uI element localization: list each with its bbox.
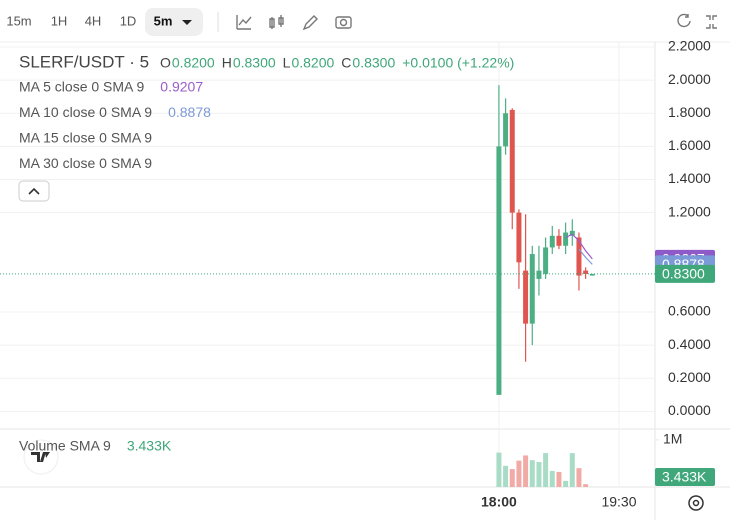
ohlc-key: L xyxy=(283,55,291,71)
candle-body xyxy=(496,146,502,395)
settings-icon[interactable] xyxy=(688,495,704,511)
price-tag xyxy=(655,264,715,283)
collapse-icon[interactable] xyxy=(28,187,40,195)
y-tick-label: 2.0000 xyxy=(668,71,711,87)
selected-interval[interactable]: 5m xyxy=(154,13,173,28)
toolbar-icons[interactable] xyxy=(236,13,717,31)
settings-icon-core[interactable] xyxy=(692,499,700,507)
candle-body xyxy=(549,235,555,248)
dropdown-arrow[interactable] xyxy=(182,20,192,25)
collapse-button[interactable] xyxy=(18,180,50,202)
volume-tick-label: 1M xyxy=(663,431,682,447)
volume-bar xyxy=(563,480,569,487)
ma-legend-name: MA 10 close 0 SMA 9 xyxy=(19,104,152,120)
candle-body xyxy=(589,273,595,276)
volume-bar xyxy=(583,484,589,487)
volume-bar xyxy=(569,453,575,487)
candle-body xyxy=(503,113,509,147)
selected-interval-bg[interactable] xyxy=(145,8,203,36)
y-tick-label: 1.2000 xyxy=(668,203,711,219)
volume-bar xyxy=(543,453,549,487)
volume-bar xyxy=(503,465,509,487)
volume-bar xyxy=(576,468,582,487)
ma-legend-value: 0.8878 xyxy=(168,104,211,120)
y-tick-label: 0.6000 xyxy=(668,303,711,319)
y-tick-label: 0.0000 xyxy=(668,402,711,418)
candle-body xyxy=(509,109,515,213)
price-tag-label: 0.8300 xyxy=(662,266,705,282)
price-change: +0.0100 (+1.22%) xyxy=(402,55,514,71)
volume-bar xyxy=(529,460,535,487)
volume-bar xyxy=(509,469,515,487)
y-tick-label: 2.2000 xyxy=(668,38,711,54)
interval-button[interactable]: 1H xyxy=(51,13,68,28)
ohlc-key: H xyxy=(222,55,232,71)
ohlc-value: 0.8200 xyxy=(291,55,334,71)
candle-body xyxy=(576,237,582,276)
y-tick-label: 1.6000 xyxy=(668,137,711,153)
volume-bar xyxy=(516,460,522,487)
candle-body xyxy=(543,247,549,274)
ohlc-key: C xyxy=(341,55,351,71)
ohlc-key: O xyxy=(160,55,171,71)
ma-line xyxy=(565,233,593,260)
y-tick-label: 1.8000 xyxy=(668,104,711,120)
volume-bar xyxy=(549,470,555,487)
volume-bar xyxy=(496,452,502,487)
candle-body xyxy=(569,230,575,236)
ohlc-value: 0.8300 xyxy=(352,55,395,71)
symbol-title: SLERF/USDT · 5 xyxy=(19,52,149,71)
ma-legend-name: MA 15 close 0 SMA 9 xyxy=(19,130,152,146)
candle-body xyxy=(536,270,542,279)
ohlc-value: 0.8300 xyxy=(233,55,276,71)
interval-button[interactable]: 15m xyxy=(6,13,31,28)
logo-badge[interactable] xyxy=(23,439,59,475)
candle-body xyxy=(556,235,562,246)
interval-button[interactable]: 4H xyxy=(85,13,102,28)
logo[interactable] xyxy=(31,452,50,462)
y-tick-label: 0.4000 xyxy=(668,336,711,352)
y-tick-label: 0.2000 xyxy=(668,369,711,385)
plot xyxy=(0,85,655,487)
volume-tag-label: 3.433K xyxy=(662,469,707,485)
x-tick-label: 18:00 xyxy=(481,494,517,510)
volume-bar xyxy=(523,455,529,487)
candle-body xyxy=(563,232,569,246)
ma-legend-name: MA 30 close 0 SMA 9 xyxy=(19,155,152,171)
volume-bar xyxy=(556,471,562,487)
interval-button[interactable]: 1D xyxy=(120,13,137,28)
candle-body xyxy=(583,270,589,274)
y-tick-label: 1.4000 xyxy=(668,170,711,186)
candle-body xyxy=(529,254,535,324)
volume-legend-value: 3.433K xyxy=(127,438,172,454)
ma-line xyxy=(578,248,593,265)
x-tick-label: 19:30 xyxy=(601,494,636,510)
candle-body xyxy=(523,270,529,324)
ohlc-value: 0.8200 xyxy=(172,55,215,71)
candle-body xyxy=(516,212,522,263)
volume-bar xyxy=(536,462,542,487)
ma-legend-name: MA 5 close 0 SMA 9 xyxy=(19,79,144,95)
volume-legend-title: Volume SMA 9 xyxy=(19,438,111,454)
volume-tag xyxy=(655,468,715,486)
ma-legend-value: 0.9207 xyxy=(160,79,203,95)
